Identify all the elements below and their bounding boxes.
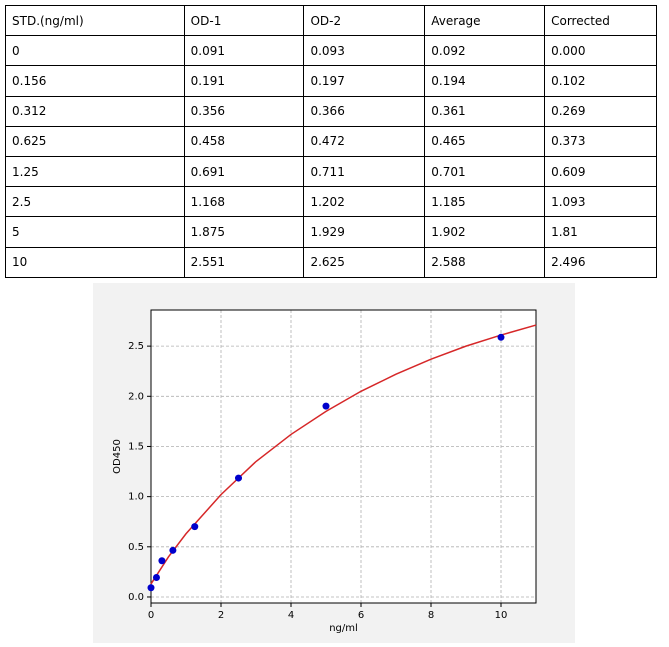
table-cell: 0.465 [424,125,546,157]
x-tick-label: 2 [218,610,224,621]
x-tick-label: 10 [495,610,508,621]
table-cell: 0.091 [183,35,305,67]
x-axis-label: ng/ml [329,623,358,634]
table-cell: 2.551 [183,246,305,278]
y-tick-label: 2.0 [128,391,144,402]
data-table: STD.(ng/ml) OD-1 OD-2 Average Corrected 0 0.09… [5,4,657,278]
data-point [169,546,177,554]
table-cell: 0.093 [303,35,426,67]
table-row: 5 1.875 1.929 1.902 1.81 [5,216,657,248]
table-row: 0.312 0.356 0.366 0.361 0.269 [5,95,657,127]
table-row: STD.(ng/ml) OD-1 OD-2 Average Corrected [5,4,657,37]
fit-curve [150,324,537,585]
table-cell: 10 [5,246,185,278]
table-cell: STD.(ng/ml) [5,4,185,37]
table-cell: Corrected [544,4,657,37]
table-cell: 0.197 [303,65,426,97]
table-cell: 0.701 [424,155,546,188]
table-cell: 2.625 [303,246,426,278]
table-cell: Average [424,4,546,37]
data-point [147,584,155,592]
table-cell: 0.194 [424,65,546,97]
data-point [191,523,199,531]
data-point [158,557,166,565]
table-cell: 2.5 [5,186,185,218]
table-row: 10 2.551 2.625 2.588 2.496 [5,246,657,278]
y-tick-label: 0.0 [128,592,144,603]
table-cell: 0.458 [183,125,305,157]
table-cell: 0.312 [5,95,185,127]
table-cell: 2.588 [424,246,546,278]
table-cell: 2.496 [544,246,657,278]
table-cell: 1.81 [544,216,657,248]
data-point [497,333,505,341]
table-cell: 0.366 [303,95,426,127]
table-row: 0 0.091 0.093 0.092 0.000 [5,35,657,67]
table-cell: 0.609 [544,155,657,188]
data-point [152,574,160,582]
y-tick-label: 1.0 [128,492,144,503]
table-cell: 0.691 [183,155,305,188]
x-tick-label: 4 [288,610,294,621]
x-tick-label: 8 [428,610,434,621]
y-tick-label: 0.5 [128,542,144,553]
data-point [322,402,330,410]
table-cell: 0.361 [424,95,546,127]
table-cell: 1.093 [544,186,657,218]
x-tick-label: 6 [358,610,364,621]
x-tick-label: 0 [148,610,154,621]
table-cell: OD-1 [183,4,305,37]
plot-frame [150,309,537,604]
table-cell: 1.929 [303,216,426,248]
y-tick-label: 1.5 [128,441,144,452]
y-axis-label: OD450 [112,439,123,474]
data-point [235,474,242,482]
y-tick-label: 2.5 [128,341,144,352]
table-body: STD.(ng/ml) OD-1 OD-2 Average Corrected 0 0.09… [5,4,657,278]
plot-area [151,310,536,603]
